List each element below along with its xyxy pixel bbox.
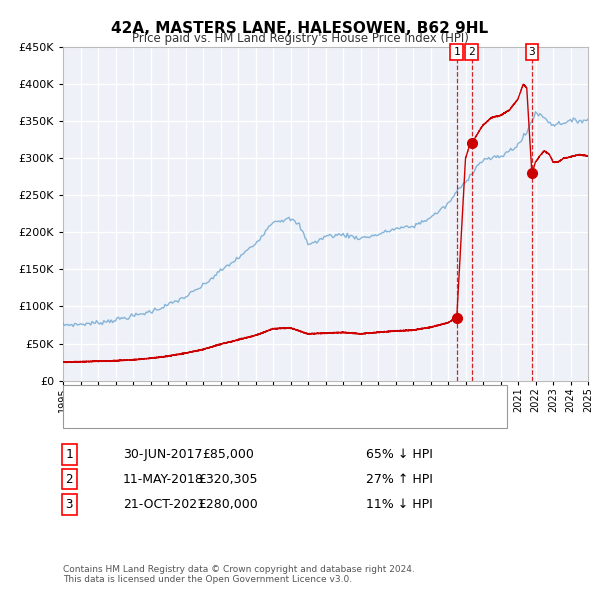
Text: 42A, MASTERS LANE, HALESOWEN, B62 9HL: 42A, MASTERS LANE, HALESOWEN, B62 9HL [112,21,488,35]
Text: 1: 1 [65,448,73,461]
Text: 11-MAY-2018: 11-MAY-2018 [123,473,204,486]
Text: 27% ↑ HPI: 27% ↑ HPI [366,473,433,486]
Text: 3: 3 [65,498,73,511]
Text: Price paid vs. HM Land Registry's House Price Index (HPI): Price paid vs. HM Land Registry's House … [131,32,469,45]
Legend: 42A, MASTERS LANE, HALESOWEN, B62 9HL (detached house), HPI: Average price, deta: 42A, MASTERS LANE, HALESOWEN, B62 9HL (d… [73,389,468,424]
Text: £280,000: £280,000 [198,498,258,511]
Text: 1: 1 [454,47,460,57]
Text: 30-JUN-2017: 30-JUN-2017 [123,448,203,461]
Text: £320,305: £320,305 [198,473,258,486]
Text: 3: 3 [529,47,535,57]
Text: 2: 2 [469,47,475,57]
Text: 11% ↓ HPI: 11% ↓ HPI [366,498,433,511]
Text: £85,000: £85,000 [202,448,254,461]
Text: 21-OCT-2021: 21-OCT-2021 [123,498,205,511]
Text: 65% ↓ HPI: 65% ↓ HPI [366,448,433,461]
Text: 2: 2 [65,473,73,486]
Text: Contains HM Land Registry data © Crown copyright and database right 2024.
This d: Contains HM Land Registry data © Crown c… [63,565,415,584]
